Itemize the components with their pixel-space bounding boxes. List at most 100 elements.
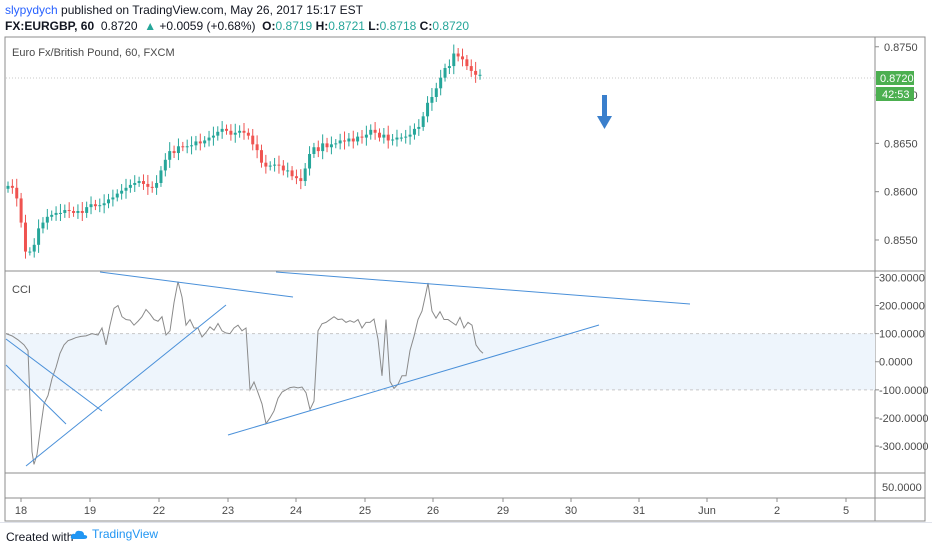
candle [443, 63, 447, 82]
candle-body [128, 184, 132, 188]
down-arrow-icon[interactable] [597, 95, 612, 129]
candle-body [93, 204, 97, 207]
candle [50, 210, 54, 221]
candle [137, 176, 141, 187]
candle-body [264, 162, 268, 167]
candle [399, 133, 403, 142]
countdown-tag [876, 87, 914, 101]
candle [364, 125, 368, 146]
candle [255, 135, 259, 159]
candle-body [32, 244, 36, 252]
cci-tick-label: -300.0000 [879, 441, 929, 453]
trendline [99, 271, 294, 298]
change-arrow-icon: ▲ [144, 19, 157, 33]
candle [141, 174, 145, 190]
candle [45, 208, 49, 230]
candle-body [63, 210, 67, 213]
author-link[interactable]: slypydych [5, 3, 58, 17]
candle-body [89, 204, 93, 208]
time-tick-label: 24 [290, 505, 302, 517]
footer: Created with TradingView [0, 522, 932, 551]
candle [72, 206, 76, 217]
candle-body [299, 178, 303, 182]
candle [229, 124, 233, 141]
candle [395, 129, 399, 147]
candle-body [347, 138, 351, 142]
candle [452, 44, 456, 75]
candle [251, 128, 255, 151]
cci-series [5, 281, 484, 465]
candle [343, 131, 347, 150]
candle-body [203, 140, 207, 144]
time-tick-label: 31 [633, 505, 645, 517]
candle [58, 203, 62, 222]
candle [159, 166, 163, 187]
candle-body [211, 135, 215, 138]
price-change: +0.0059 (+0.68%) [159, 19, 256, 33]
candle-body [172, 151, 176, 154]
candle-body [321, 143, 325, 152]
candle-body [141, 181, 145, 184]
cci-label: CCI [12, 284, 31, 296]
price-tick-label: 0.8550 [884, 235, 918, 247]
candle [10, 179, 14, 194]
candle-body [465, 59, 469, 67]
candle [334, 139, 338, 149]
candle-body [461, 56, 465, 60]
trendline [275, 271, 691, 305]
candle-body [229, 130, 233, 135]
candle [356, 132, 360, 146]
candle [338, 133, 342, 150]
candle [321, 134, 325, 160]
tradingview-logo[interactable]: TradingView [70, 527, 158, 541]
candle [347, 133, 351, 147]
candle [369, 124, 373, 140]
cci-tick-label: 100.0000 [879, 329, 925, 341]
candle [417, 119, 421, 136]
chart-frame [4, 36, 926, 522]
candle-body [107, 199, 111, 204]
candle-body [159, 170, 163, 183]
candle-body [312, 147, 316, 154]
candle [430, 88, 434, 111]
created-with-text: Created with [6, 530, 74, 544]
trendlines-group[interactable] [5, 271, 691, 467]
candle [67, 202, 71, 219]
low-value: 0.8718 [379, 19, 417, 33]
cci-band [6, 333, 875, 390]
candle-body [404, 136, 408, 138]
candle-body [15, 187, 19, 199]
candle [316, 140, 320, 158]
candle-body [364, 134, 368, 138]
trendline [25, 304, 227, 467]
time-tick-label: 23 [222, 505, 234, 517]
candle [185, 139, 189, 154]
time-tick-label: 25 [359, 505, 371, 517]
candle-body [290, 170, 294, 177]
candle [6, 181, 10, 193]
candle [377, 128, 381, 142]
candle-body [115, 193, 119, 198]
candle-body [338, 140, 342, 144]
candle-body [360, 136, 364, 138]
candle [386, 125, 390, 149]
candle [268, 161, 272, 171]
candle [216, 126, 220, 141]
candle [181, 141, 185, 152]
candle-body [369, 129, 373, 135]
candle-body [72, 211, 76, 213]
candle-body [10, 185, 14, 188]
candle [238, 125, 242, 138]
candle-body [198, 141, 202, 144]
cci-line [5, 281, 484, 465]
candle [281, 160, 285, 176]
candle [434, 82, 438, 102]
candle-body [474, 70, 478, 75]
candle [150, 181, 154, 193]
candle [273, 157, 277, 172]
candle [98, 198, 102, 213]
candle [54, 206, 58, 221]
time-tick-label: 2 [774, 505, 780, 517]
candle-body [277, 164, 281, 166]
